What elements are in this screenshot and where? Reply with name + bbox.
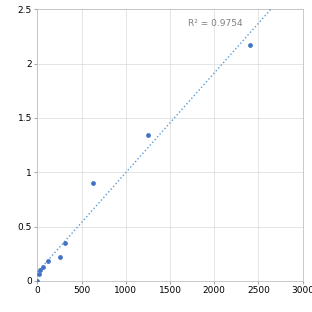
Text: R² = 0.9754: R² = 0.9754 xyxy=(188,19,242,28)
Point xyxy=(36,272,41,277)
Point xyxy=(35,278,40,283)
Point xyxy=(145,133,150,138)
Point xyxy=(57,254,62,259)
Point xyxy=(41,264,46,269)
Point xyxy=(46,259,51,264)
Point xyxy=(247,43,252,48)
Point xyxy=(38,267,43,272)
Point xyxy=(90,181,95,186)
Point xyxy=(63,240,68,245)
